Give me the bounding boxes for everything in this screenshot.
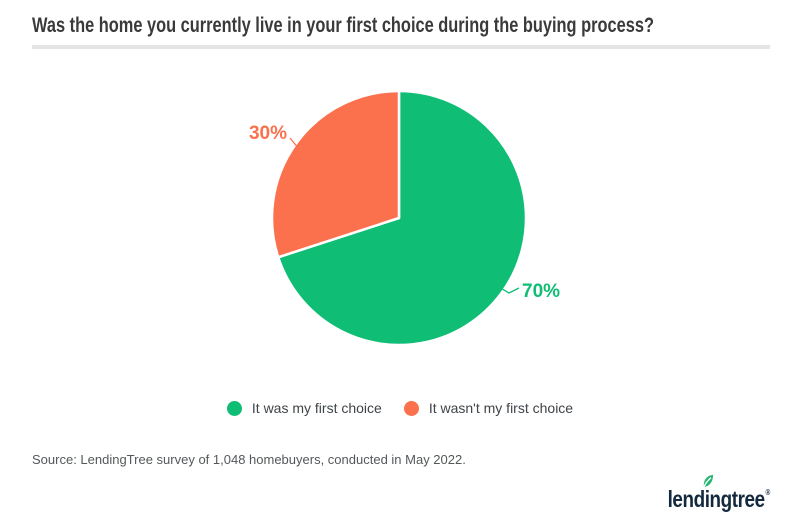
leaf-icon xyxy=(703,474,713,488)
pie-slices[interactable] xyxy=(270,89,528,347)
legend-swatch-green xyxy=(226,400,242,416)
pie-label-30: 30% xyxy=(249,123,287,144)
legend-label-not-first-choice: It wasn't my first choice xyxy=(428,400,574,416)
pie-label-70: 70% xyxy=(522,281,560,302)
legend-item-first-choice[interactable]: It was my first choice xyxy=(226,400,382,416)
page-title: Was the home you currently live in your … xyxy=(32,14,654,37)
legend-item-not-first-choice[interactable]: It wasn't my first choice xyxy=(403,400,574,416)
title-divider xyxy=(32,45,770,49)
lendingtree-logo[interactable]: lendi ngtree ® xyxy=(645,474,770,516)
chart-legend: It was my first choice It wasn't my firs… xyxy=(0,400,800,416)
logo-wordmark: lendi ngtree xyxy=(667,474,765,516)
registered-mark: ® xyxy=(765,488,770,497)
legend-label-first-choice: It was my first choice xyxy=(251,400,382,416)
source-note: Source: LendingTree survey of 1,048 home… xyxy=(32,452,466,467)
legend-swatch-orange xyxy=(403,400,419,416)
